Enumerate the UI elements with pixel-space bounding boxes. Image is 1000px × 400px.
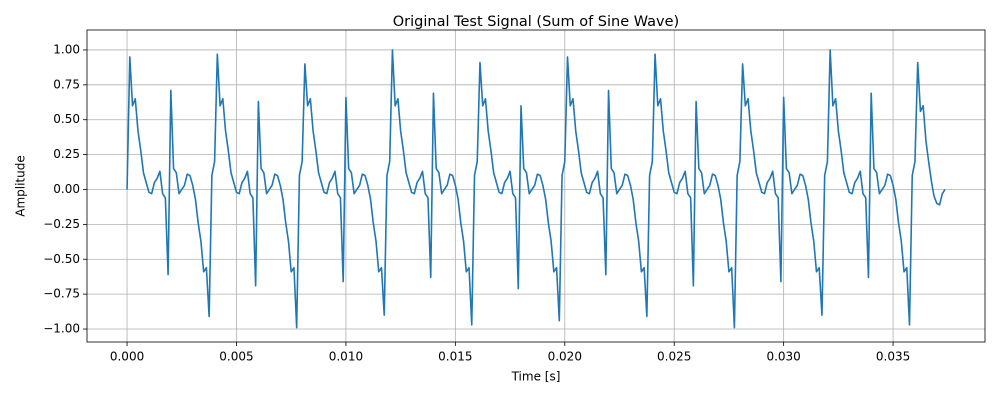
x-tick-label: 0.015 [438, 350, 472, 364]
y-tick-label: −0.75 [43, 287, 80, 301]
x-tick-label: 0.035 [876, 350, 910, 364]
x-tick-label: 0.020 [548, 350, 582, 364]
y-tick-label: 0.25 [53, 147, 80, 161]
signal-line [126, 49, 946, 329]
x-tick-label: 0.030 [766, 350, 800, 364]
y-tick-label: −0.50 [43, 252, 80, 266]
y-tick-label: 1.00 [53, 42, 80, 56]
x-axis-label: Time [s] [511, 370, 561, 384]
y-tick-label: −0.25 [43, 217, 80, 231]
x-tick-label: 0.025 [657, 350, 691, 364]
y-tick-label: 0.75 [53, 77, 80, 91]
x-tick-label: 0.000 [110, 350, 144, 364]
chart-title: Original Test Signal (Sum of Sine Wave) [393, 14, 679, 30]
y-axis-label: Amplitude [14, 155, 28, 217]
x-tick-label: 0.005 [219, 350, 253, 364]
x-tick-label: 0.010 [329, 350, 363, 364]
plot-frame [86, 29, 986, 343]
y-tick-label: 0.00 [53, 182, 80, 196]
y-tick-label: 0.50 [53, 112, 80, 126]
y-tick-label: −1.00 [43, 322, 80, 336]
